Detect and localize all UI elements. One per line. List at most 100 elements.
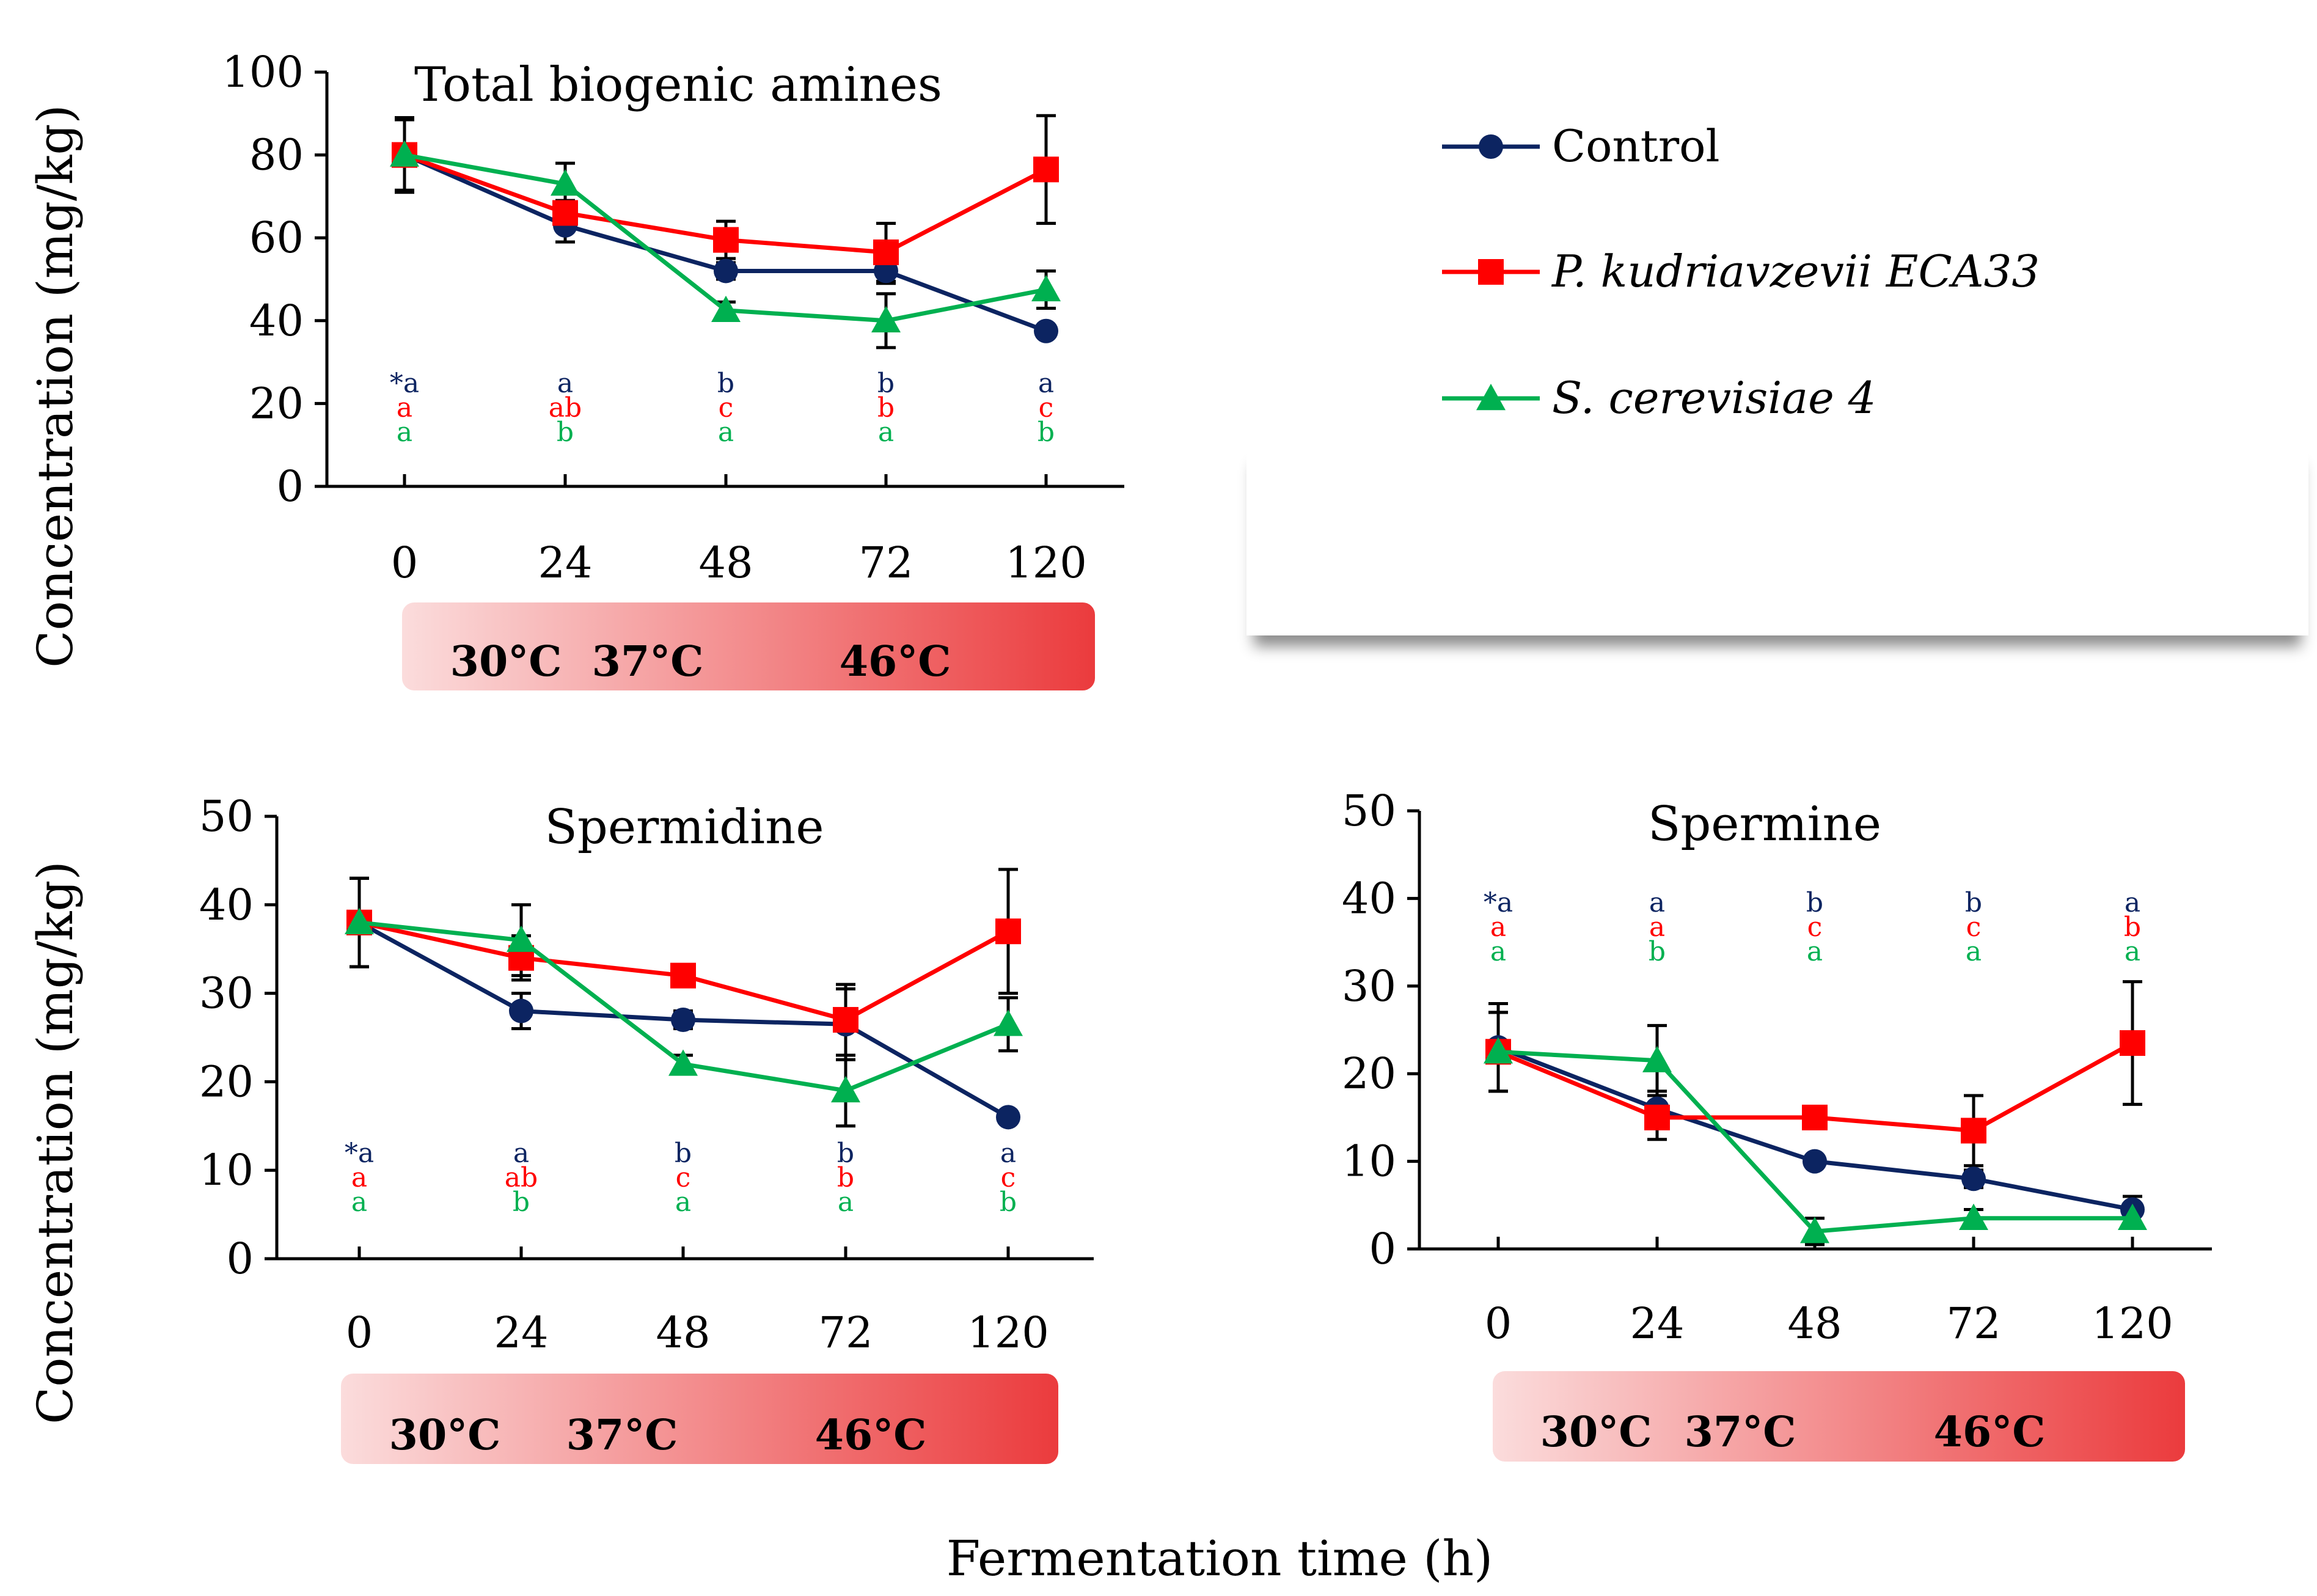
significance-letter-pk: ab bbox=[549, 392, 582, 423]
significance-letter-pk: c bbox=[1001, 1162, 1016, 1193]
y-tick-label: 0 bbox=[276, 461, 304, 511]
data-point-pk bbox=[1961, 1118, 1986, 1144]
x-tick-label: 0 bbox=[1485, 1298, 1512, 1349]
y-tick-label: 30 bbox=[1342, 961, 1396, 1011]
data-point-control bbox=[1803, 1149, 1827, 1174]
legend-label-0: Control bbox=[1552, 120, 1720, 172]
significance-letter-control: b bbox=[675, 1138, 692, 1169]
significance-letter-control: a bbox=[2125, 887, 2140, 918]
significance-letter-pk: b bbox=[837, 1162, 854, 1193]
data-point-sc bbox=[1959, 1203, 1988, 1231]
data-point-sc bbox=[551, 169, 580, 196]
data-point-sc bbox=[1800, 1217, 1829, 1243]
data-point-control bbox=[1034, 318, 1058, 343]
x-axis-label: Fermentation time (h) bbox=[946, 1530, 1493, 1587]
legend-marker-2 bbox=[1476, 384, 1506, 411]
y-axis-label-bottom: Concentration (mg/kg) bbox=[27, 861, 84, 1424]
y-tick-label: 40 bbox=[249, 296, 304, 346]
data-point-sc bbox=[871, 306, 901, 332]
y-tick-label: 40 bbox=[199, 880, 254, 930]
legend-shadow-panel bbox=[1246, 440, 2308, 635]
significance-letter-control: b bbox=[837, 1138, 854, 1169]
y-tick-label: 80 bbox=[249, 130, 304, 180]
significance-letter-control: a bbox=[1000, 1138, 1016, 1169]
data-point-pk bbox=[995, 918, 1021, 945]
significance-letter-pk: c bbox=[1966, 912, 1982, 943]
legend-label-1: P. kudriavzevii ECA33 bbox=[1551, 246, 2040, 297]
x-tick-label: 48 bbox=[1787, 1298, 1842, 1349]
data-point-control bbox=[671, 1008, 695, 1033]
data-point-pk bbox=[1802, 1104, 1828, 1130]
y-tick-label: 0 bbox=[1369, 1224, 1396, 1274]
data-point-pk bbox=[1033, 156, 1059, 183]
y-tick-label: 50 bbox=[199, 791, 254, 841]
data-point-pk bbox=[873, 239, 899, 265]
significance-letter-pk: b bbox=[2124, 912, 2141, 943]
y-axis-label-top: Concentration (mg/kg) bbox=[27, 104, 84, 668]
significance-letter-control: *a bbox=[390, 368, 419, 399]
significance-letter-sc: a bbox=[1490, 936, 1506, 967]
x-tick-label: 0 bbox=[391, 538, 419, 588]
chart-title-spermine: Spermine bbox=[1648, 797, 1881, 852]
chart-title-total: Total biogenic amines bbox=[414, 57, 942, 112]
data-point-control bbox=[1961, 1166, 1986, 1192]
data-point-sc bbox=[390, 140, 419, 167]
significance-letter-control: a bbox=[1038, 368, 1054, 399]
temperature-label: 30°C bbox=[389, 1411, 501, 1460]
y-tick-label: 0 bbox=[226, 1234, 254, 1284]
y-tick-label: 100 bbox=[222, 47, 304, 97]
legend-marker-0 bbox=[1479, 134, 1503, 159]
y-tick-label: 10 bbox=[1342, 1137, 1396, 1187]
series-line-sc bbox=[1498, 1049, 2132, 1234]
data-point-pk bbox=[552, 200, 578, 226]
y-tick-label: 20 bbox=[1342, 1049, 1396, 1099]
legend-label-2: S. cerevisiae 4 bbox=[1552, 372, 1876, 423]
temperature-band-spermine bbox=[1493, 1371, 2185, 1462]
data-point-pk bbox=[1644, 1104, 1670, 1130]
data-point-sc bbox=[507, 925, 536, 952]
data-point-sc bbox=[711, 295, 741, 323]
data-point-sc bbox=[1031, 274, 1061, 302]
temperature-label: 37°C bbox=[592, 637, 704, 686]
significance-letter-control: b bbox=[1806, 887, 1823, 918]
data-point-control bbox=[996, 1105, 1020, 1130]
significance-letter-sc: b bbox=[1649, 936, 1666, 967]
significance-letter-sc: a bbox=[675, 1187, 691, 1218]
temperature-label: 37°C bbox=[566, 1411, 678, 1460]
significance-letter-control: b bbox=[877, 368, 895, 399]
temperature-label: 30°C bbox=[1540, 1408, 1652, 1457]
temperature-band-spermidine bbox=[341, 1374, 1058, 1464]
y-tick-label: 30 bbox=[199, 968, 254, 1019]
significance-letter-sc: a bbox=[878, 417, 894, 448]
data-point-sc bbox=[1484, 1037, 1513, 1064]
x-tick-label: 120 bbox=[2092, 1298, 2173, 1349]
significance-letter-pk: a bbox=[397, 392, 412, 423]
y-tick-label: 40 bbox=[1342, 873, 1396, 923]
data-point-pk bbox=[713, 227, 739, 253]
significance-letter-pk: c bbox=[719, 392, 734, 423]
temperature-label: 37°C bbox=[1685, 1408, 1796, 1457]
x-tick-label: 24 bbox=[538, 538, 592, 588]
significance-letter-control: a bbox=[1649, 887, 1665, 918]
significance-letter-sc: a bbox=[718, 417, 734, 448]
significance-letter-pk: c bbox=[676, 1162, 691, 1193]
significance-letter-sc: a bbox=[838, 1187, 854, 1218]
significance-letter-pk: ab bbox=[505, 1162, 538, 1193]
x-tick-label: 72 bbox=[818, 1308, 873, 1358]
y-tick-label: 20 bbox=[249, 378, 304, 428]
significance-letter-control: a bbox=[513, 1138, 529, 1169]
x-tick-label: 120 bbox=[967, 1308, 1049, 1358]
legend: Control P. kudriavzevii ECA33 S. cerevisia… bbox=[1442, 120, 2040, 423]
data-point-sc bbox=[994, 1009, 1023, 1036]
significance-letter-sc: a bbox=[397, 417, 412, 448]
data-point-control bbox=[509, 998, 533, 1023]
x-tick-label: 120 bbox=[1005, 538, 1087, 588]
data-point-pk bbox=[2120, 1030, 2145, 1056]
significance-letter-control: a bbox=[557, 368, 573, 399]
data-point-sc bbox=[668, 1049, 698, 1076]
data-point-pk bbox=[833, 1007, 858, 1033]
temperature-label: 30°C bbox=[450, 637, 562, 686]
